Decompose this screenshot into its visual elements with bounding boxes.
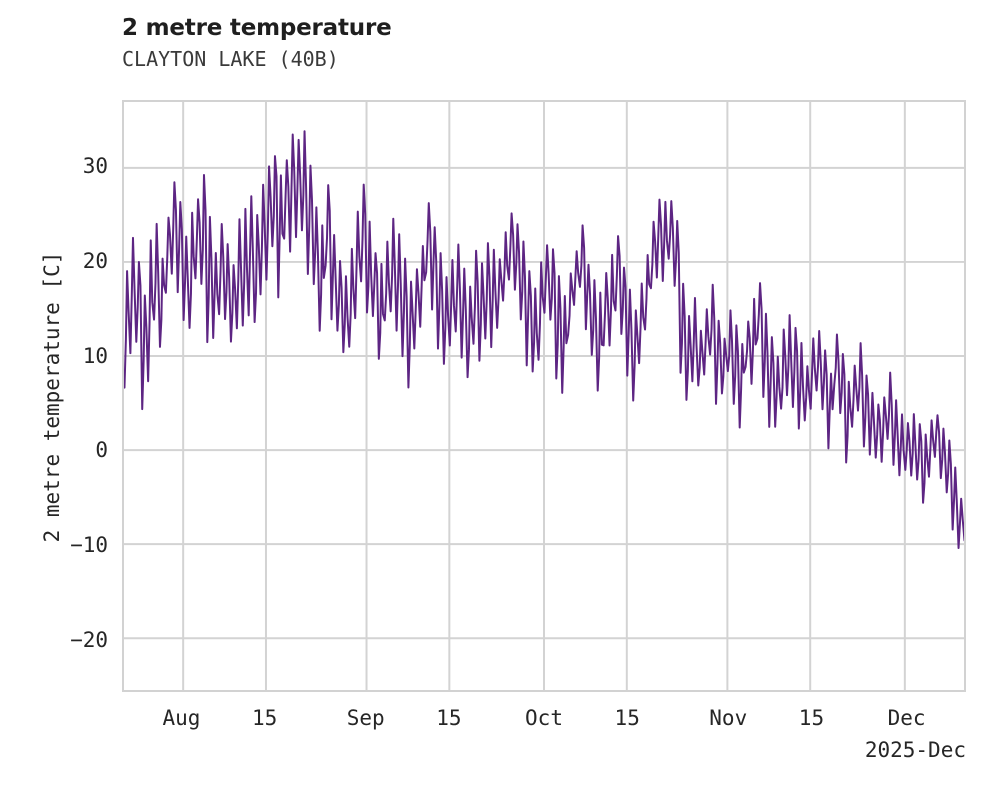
y-tick-label: −10 [70, 533, 108, 558]
y-tick-label: 20 [82, 249, 108, 274]
x-tick-label: 15 [436, 706, 462, 730]
x-tick-label: 15 [798, 706, 825, 730]
y-tick-label: 30 [82, 154, 108, 179]
y-tick-label: 10 [82, 343, 108, 368]
y-tick-label-layer: 30 20 10 0 −10 −20 [0, 0, 108, 785]
plot-area [122, 100, 966, 692]
x-tick-label: Nov [709, 706, 748, 730]
chart-subtitle: CLAYTON LAKE (40B) [122, 47, 339, 71]
x-tick-label: Sep [346, 706, 385, 730]
x-tick-label: Dec [887, 706, 926, 730]
x-tick-label: Oct [525, 706, 563, 730]
y-tick-label: 0 [95, 438, 108, 463]
x-tick-label: 15 [614, 706, 640, 730]
y-tick-label: −20 [70, 627, 108, 652]
temperature-series-line [124, 130, 964, 550]
title-block: 2 metre temperature CLAYTON LAKE (40B) [122, 14, 392, 73]
x-tick-label: 15 [251, 706, 278, 730]
x-tick-label-layer: Aug 15 Sep 15 Oct 15 Nov 15 Dec [0, 706, 981, 736]
page-title: 2 metre temperature [122, 15, 392, 41]
x-axis-period-label: 2025-Dec [864, 738, 966, 762]
x-tick-label: Aug [162, 706, 201, 730]
